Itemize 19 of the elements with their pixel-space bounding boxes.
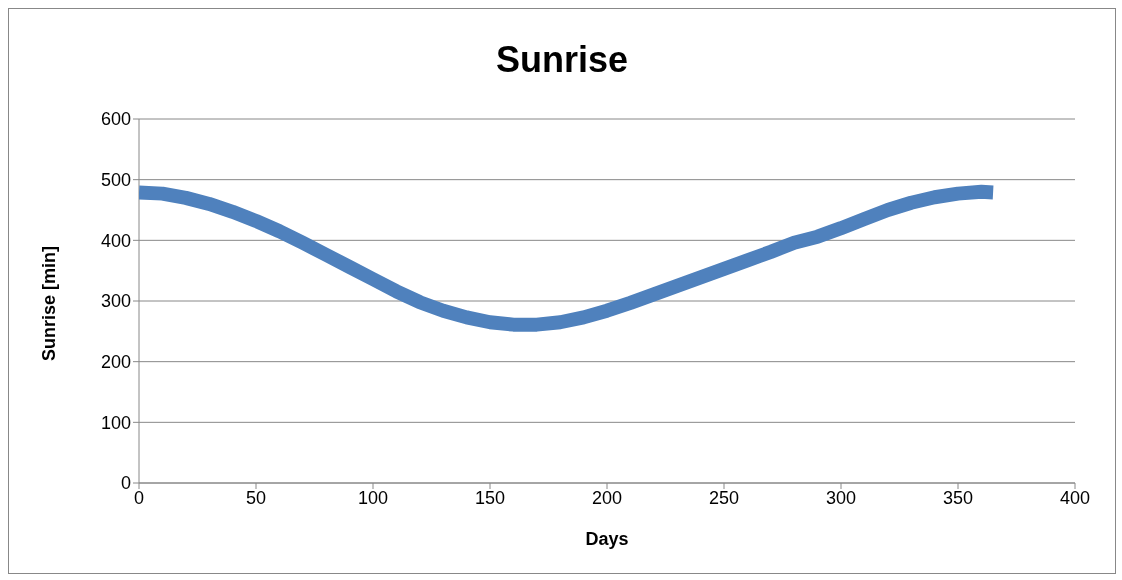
x-tick-label: 300 <box>825 487 857 508</box>
y-tick-label: 100 <box>100 412 131 433</box>
y-tick-label: 0 <box>120 473 131 494</box>
x-tick-label: 150 <box>474 487 506 508</box>
x-tick-label: 100 <box>357 487 389 508</box>
y-axis-title: Sunrise [min] <box>39 245 60 361</box>
y-tick-label: 400 <box>100 230 131 251</box>
y-tick-label: 600 <box>100 109 131 130</box>
x-tick-label: 200 <box>591 487 623 508</box>
chart-title: Sunrise <box>494 39 629 81</box>
x-tick-label: 400 <box>1059 487 1091 508</box>
x-axis-title: Days <box>585 529 629 549</box>
x-tick-label: 50 <box>245 487 267 508</box>
x-tick-label: 350 <box>942 487 974 508</box>
x-tick-label: 0 <box>133 487 145 508</box>
y-tick-label: 500 <box>100 170 131 191</box>
x-tick-label: 250 <box>708 487 740 508</box>
y-tick-label: 300 <box>100 291 131 312</box>
y-tick-label: 200 <box>100 352 131 373</box>
